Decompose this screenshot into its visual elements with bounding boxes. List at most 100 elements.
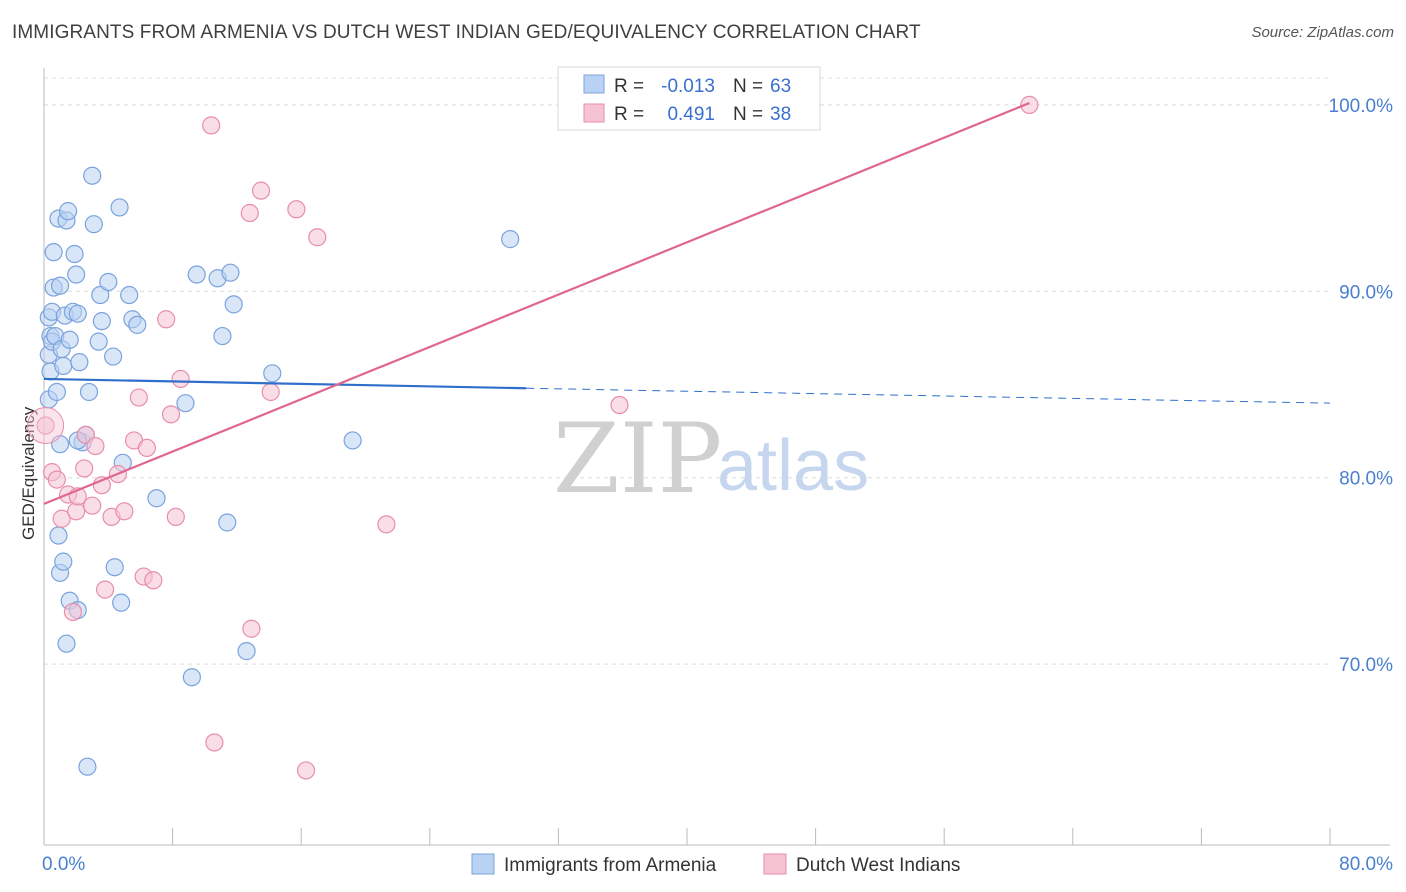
- point-dutch-west-indian: [240, 203, 259, 223]
- stats-n-label-2: N =: [733, 104, 763, 125]
- point-armenia: [68, 304, 87, 323]
- point-armenia: [65, 244, 84, 264]
- point-armenia: [44, 243, 63, 262]
- point-armenia: [54, 356, 73, 375]
- chart-title: IMMIGRANTS FROM ARMENIA VS DUTCH WEST IN…: [12, 22, 921, 43]
- point-armenia: [182, 668, 201, 687]
- watermark-zip: ZIP: [553, 403, 722, 515]
- point-armenia: [54, 552, 73, 571]
- point-dutch-west-indian: [129, 388, 148, 407]
- legend-swatch-dutch-west-indian: [763, 853, 787, 875]
- legend-label-armenia: Immigrants from Armenia: [504, 855, 717, 876]
- point-dutch-west-indian: [137, 438, 156, 458]
- x-tick-labels: 0.0% 80.0%: [42, 854, 1393, 875]
- point-dutch-west-indian: [95, 580, 115, 599]
- point-dutch-west-indian: [36, 416, 55, 435]
- point-dutch-west-indian: [242, 619, 261, 638]
- stats-box: R = -0.013 N = 63 R = 0.491 N = 38: [557, 66, 821, 131]
- trendline-armenia-extension: [526, 387, 1331, 404]
- point-dutch-west-indian: [296, 761, 316, 780]
- point-dutch-west-indian: [1020, 95, 1039, 114]
- point-dutch-west-indian: [161, 405, 181, 424]
- point-armenia: [91, 285, 110, 305]
- point-armenia: [105, 558, 124, 577]
- stats-n-value-1: 63: [770, 76, 791, 97]
- point-dutch-west-indian: [67, 502, 86, 521]
- point-armenia: [92, 312, 111, 331]
- point-dutch-west-indian: [75, 459, 94, 478]
- point-armenia: [147, 489, 166, 508]
- trendline-armenia: [43, 377, 527, 390]
- watermark: ZIP atlas: [553, 403, 869, 515]
- point-armenia: [49, 526, 68, 545]
- point-armenia: [83, 166, 102, 185]
- point-armenia: [224, 295, 243, 314]
- point-dutch-west-indian: [86, 436, 105, 456]
- legend: Immigrants from Armenia Dutch West India…: [471, 853, 960, 876]
- point-armenia: [47, 382, 66, 402]
- y-tick-label: 70.0%: [1339, 655, 1393, 676]
- point-armenia: [78, 757, 97, 776]
- point-armenia: [70, 353, 89, 372]
- source-label: Source: ZipAtlas.com: [1251, 24, 1394, 41]
- x-tick-label: 80.0%: [1339, 854, 1393, 875]
- point-armenia: [218, 513, 237, 532]
- point-armenia: [120, 285, 139, 305]
- y-tick-label: 90.0%: [1339, 282, 1393, 303]
- point-armenia: [104, 347, 123, 366]
- point-dutch-west-indian: [47, 470, 66, 489]
- watermark-atlas: atlas: [717, 426, 869, 506]
- point-armenia: [99, 272, 118, 292]
- stats-r-value-1: -0.013: [661, 76, 715, 97]
- point-armenia: [60, 330, 79, 349]
- y-axis-label: GED/Equivalency: [19, 406, 38, 540]
- point-dutch-west-indian: [377, 515, 396, 534]
- point-dutch-west-indian: [83, 496, 102, 515]
- stats-n-label-1: N =: [733, 76, 763, 97]
- point-dutch-west-indian: [261, 382, 280, 402]
- point-armenia: [57, 634, 76, 653]
- point-armenia: [187, 265, 206, 284]
- point-armenia: [112, 593, 131, 612]
- stats-r-label-2: R =: [614, 104, 644, 125]
- stats-swatch-armenia: [583, 74, 605, 94]
- point-dutch-west-indian: [251, 181, 271, 200]
- point-dutch-west-indian: [115, 502, 134, 521]
- point-armenia: [501, 230, 520, 249]
- data-points: [27, 95, 1039, 780]
- point-dutch-west-indian: [287, 200, 306, 219]
- stats-r-value-2: 0.491: [667, 104, 715, 125]
- y-tick-label: 80.0%: [1339, 469, 1393, 490]
- point-armenia: [89, 332, 108, 351]
- trendline-dutch-west-indian: [43, 101, 1030, 505]
- y-tick-labels: 100.0% 90.0% 80.0% 70.0%: [1329, 96, 1394, 676]
- point-armenia: [128, 315, 147, 334]
- grid-lines: [44, 77, 1330, 665]
- point-dutch-west-indian: [157, 310, 176, 329]
- point-armenia: [110, 198, 129, 217]
- point-dutch-west-indian: [610, 395, 629, 415]
- y-tick-label: 100.0%: [1329, 96, 1394, 117]
- point-dutch-west-indian: [202, 116, 221, 135]
- point-dutch-west-indian: [171, 369, 190, 389]
- legend-label-dutch-west-indian: Dutch West Indians: [796, 855, 960, 876]
- x-tick-label: 0.0%: [42, 854, 85, 875]
- point-dutch-west-indian: [205, 733, 224, 752]
- point-dutch-west-indian: [166, 507, 185, 526]
- point-armenia: [50, 276, 70, 295]
- point-dutch-west-indian: [308, 228, 327, 247]
- stats-swatch-dutch-west-indian: [583, 103, 605, 123]
- trend-lines: [43, 101, 1331, 505]
- point-armenia: [79, 382, 99, 402]
- point-armenia: [263, 364, 282, 383]
- axes: [43, 68, 1390, 846]
- point-armenia: [59, 202, 78, 221]
- stats-n-value-2: 38: [770, 104, 791, 125]
- point-dutch-west-indian-large: [27, 407, 65, 445]
- point-armenia: [84, 215, 103, 234]
- point-armenia: [67, 265, 86, 284]
- point-armenia: [213, 326, 232, 346]
- point-armenia: [343, 431, 362, 450]
- point-armenia: [176, 394, 195, 413]
